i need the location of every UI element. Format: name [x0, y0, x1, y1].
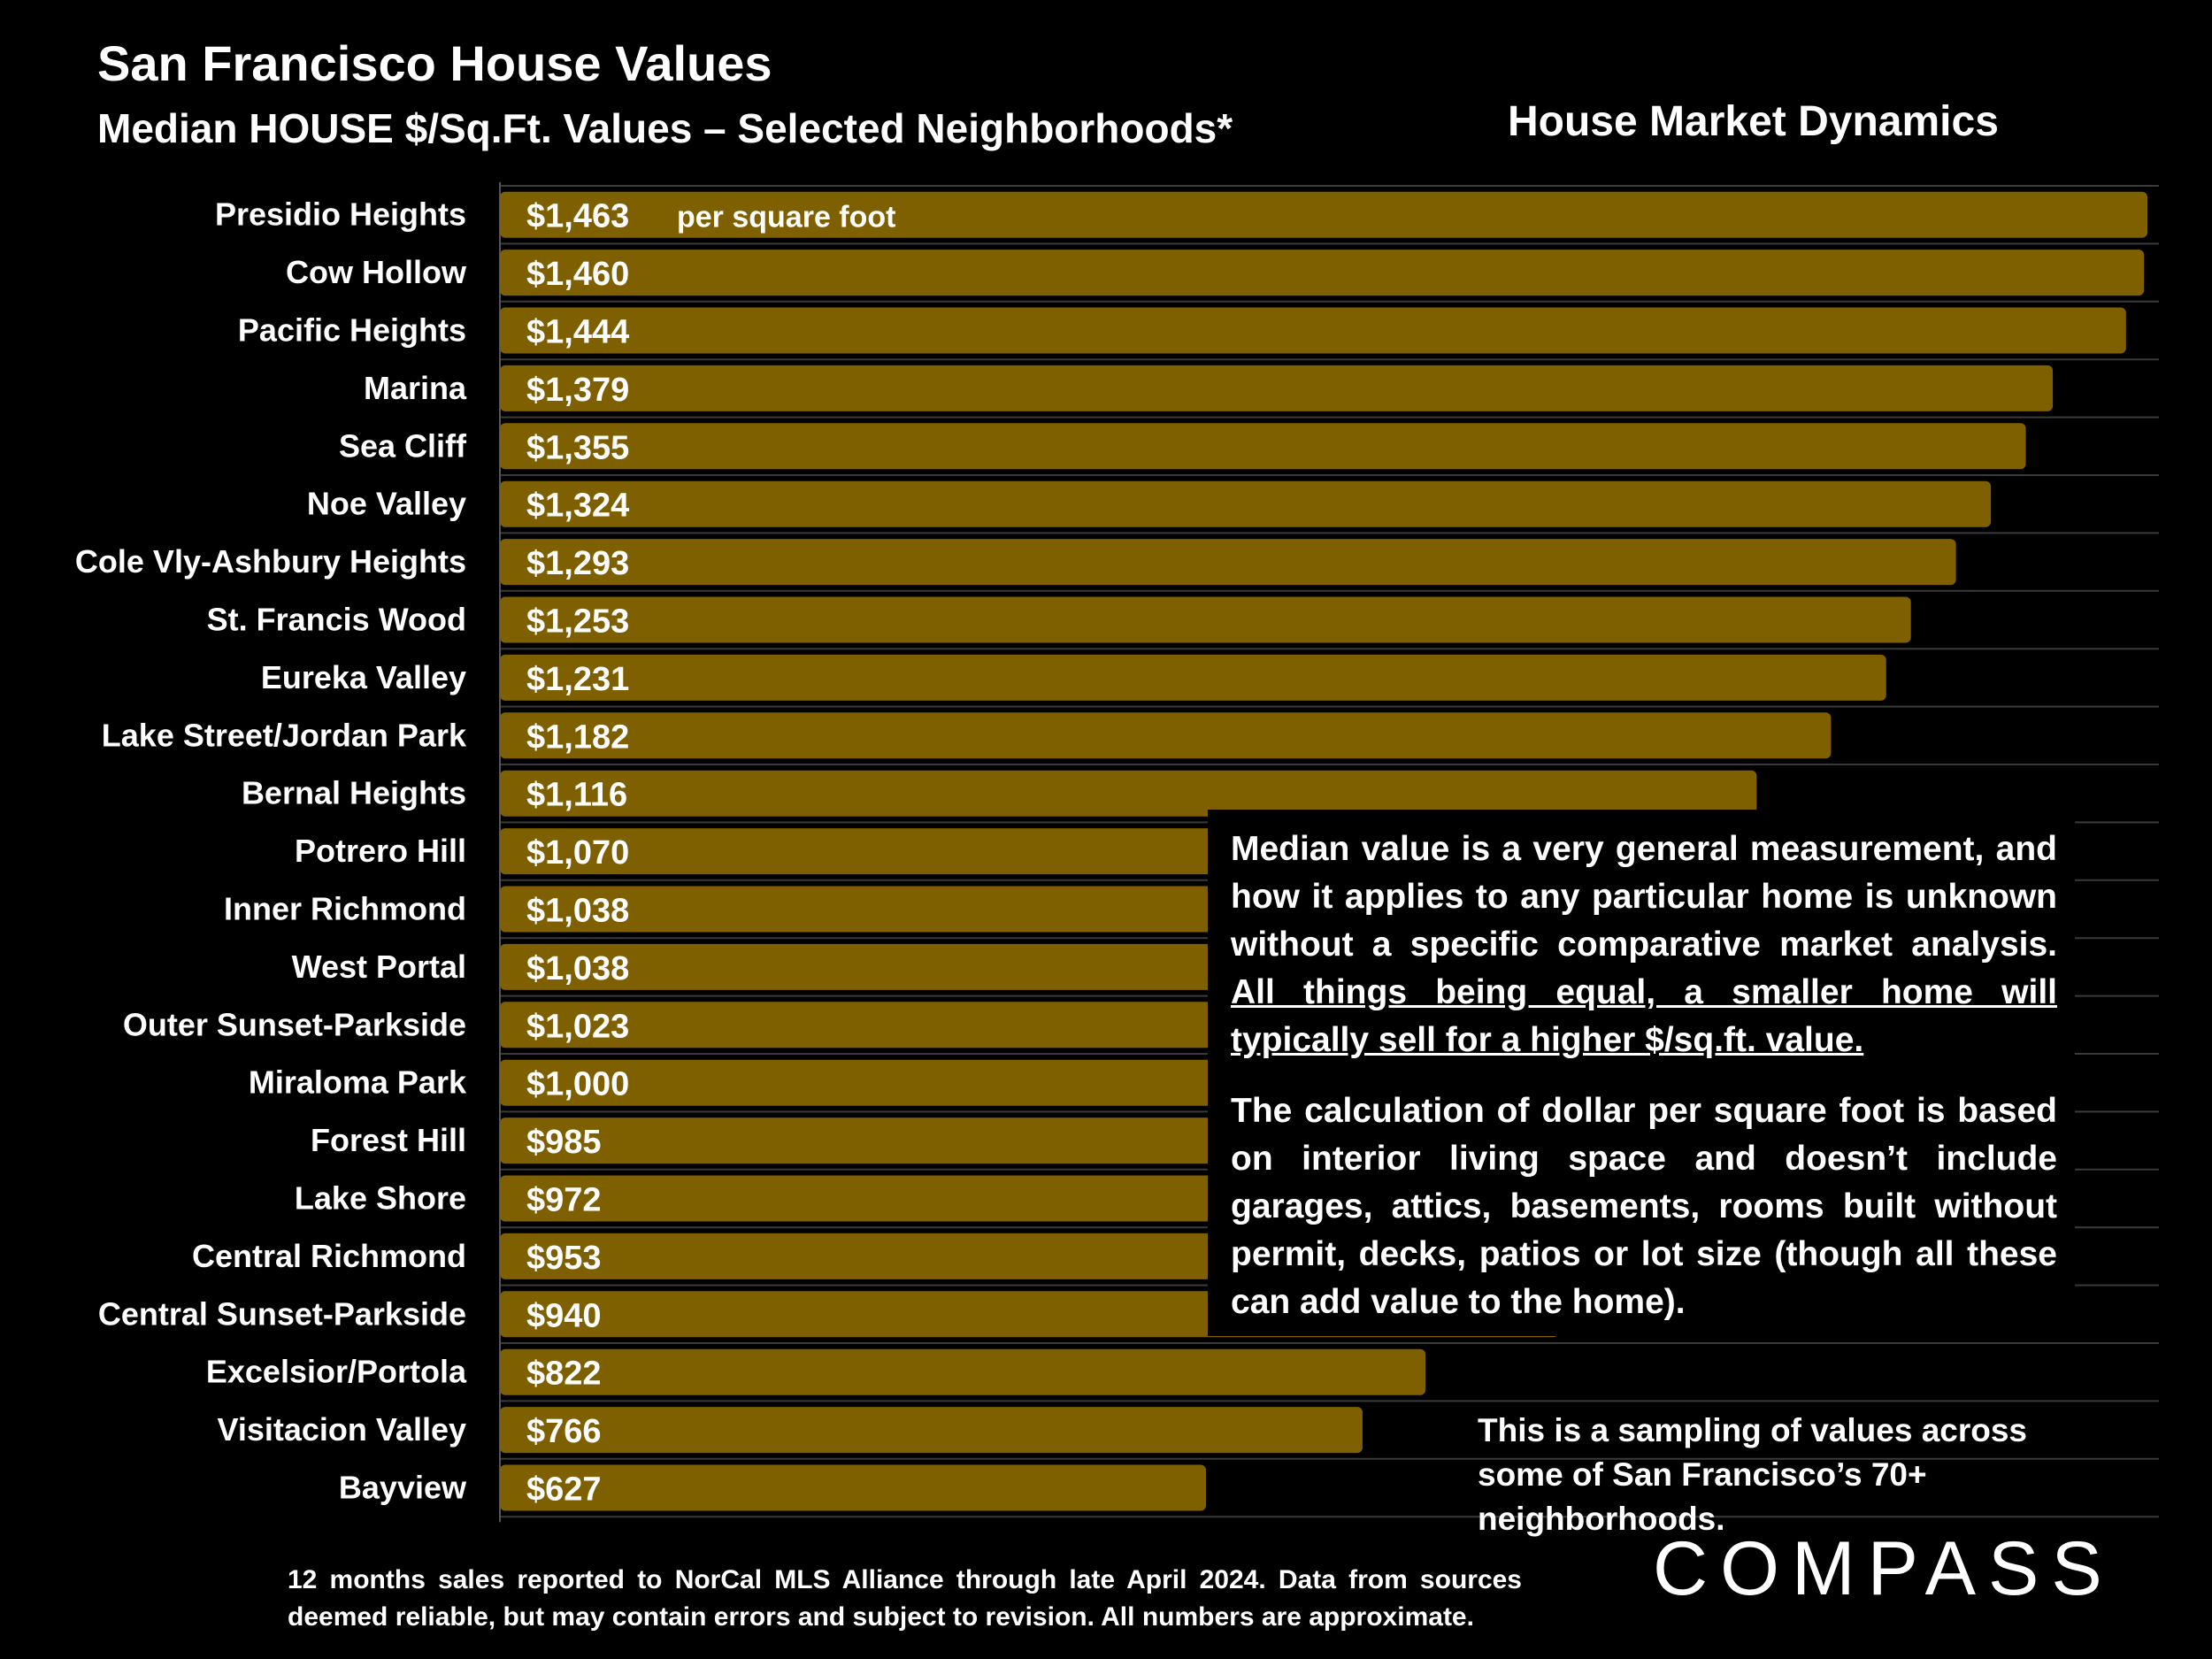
bar — [500, 654, 1886, 701]
data-label: $940 — [526, 1297, 602, 1334]
category-label: Inner Richmond — [224, 891, 466, 927]
bar — [500, 365, 2054, 411]
category-label: Pacific Heights — [238, 312, 466, 349]
category-label: Noe Valley — [307, 486, 466, 522]
data-label: $1,253 — [526, 603, 629, 641]
category-label: Lake Shore — [295, 1180, 466, 1217]
data-label: $1,023 — [526, 1008, 629, 1045]
bar — [500, 712, 1832, 759]
bar — [500, 423, 2026, 470]
bar — [500, 307, 2126, 354]
data-label: $1,116 — [526, 777, 627, 814]
median-note-box: Median value is a very general measureme… — [1208, 810, 2075, 1336]
data-label: $1,463 — [526, 198, 629, 235]
source-footnote: 12 months sales reported to NorCal MLS A… — [288, 1565, 1522, 1632]
bar — [500, 250, 2145, 296]
calculation-note: The calculation of dollar per square foo… — [1231, 1092, 2057, 1321]
category-label: Sea Cliff — [339, 427, 467, 464]
category-label: St. Francis Wood — [207, 602, 466, 638]
category-label: Bayview — [339, 1470, 467, 1506]
category-label: Potrero Hill — [295, 833, 466, 869]
category-label: Lake Street/Jordan Park — [102, 717, 467, 753]
category-label: West Portal — [292, 949, 466, 985]
category-label: Outer Sunset-Parkside — [123, 1006, 466, 1042]
data-label: $985 — [526, 1124, 602, 1161]
data-label: $822 — [526, 1356, 602, 1393]
data-label: $1,355 — [526, 429, 629, 466]
category-label: Visitacion Valley — [218, 1411, 467, 1448]
data-label: $1,231 — [526, 661, 629, 698]
unit-annotation: per square foot — [677, 201, 895, 234]
category-label: Presidio Heights — [215, 196, 466, 233]
data-label: $972 — [526, 1182, 602, 1219]
page-title: San Francisco House Values — [97, 35, 772, 91]
compass-logo: COMPASS — [1653, 1526, 2115, 1611]
data-label: $1,038 — [526, 893, 629, 930]
category-label: Excelsior/Portola — [206, 1354, 467, 1390]
category-label: Marina — [364, 370, 467, 406]
data-label: $1,379 — [526, 372, 629, 409]
bar — [500, 1464, 1206, 1511]
median-note-text: Median value is a very general measureme… — [1231, 830, 2057, 964]
bar — [500, 480, 1992, 527]
data-label: $1,324 — [526, 488, 629, 525]
bar — [500, 191, 2147, 238]
section-title: House Market Dynamics — [1508, 98, 1999, 145]
bar — [500, 539, 1956, 586]
data-label: $1,000 — [526, 1066, 629, 1103]
bar — [500, 596, 1911, 643]
data-label: $953 — [526, 1240, 602, 1277]
bar — [500, 770, 1757, 817]
median-note: Median value is a very general measureme… — [1231, 826, 2057, 1064]
category-label: Bernal Heights — [242, 775, 466, 811]
data-label: $627 — [526, 1471, 602, 1509]
category-label: Miraloma Park — [249, 1064, 467, 1101]
data-label: $766 — [526, 1413, 602, 1450]
category-label: Forest Hill — [311, 1122, 466, 1158]
data-label: $1,182 — [526, 718, 629, 756]
bar — [500, 1407, 1363, 1454]
chart-subtitle: Median HOUSE $/Sq.Ft. Values – Selected … — [97, 105, 1233, 151]
category-label: Cow Hollow — [286, 254, 467, 290]
category-label: Cole Vly-Ashbury Heights — [75, 543, 466, 580]
data-label: $1,293 — [526, 545, 629, 582]
data-label: $1,444 — [526, 314, 629, 351]
data-label: $1,070 — [526, 834, 629, 872]
data-label: $1,038 — [526, 950, 629, 987]
data-label: $1,460 — [526, 256, 629, 293]
sampling-note: This is a sampling of values across some… — [1478, 1412, 2028, 1537]
category-label: Central Sunset-Parkside — [98, 1295, 466, 1332]
bar — [500, 1348, 1426, 1395]
category-label: Central Richmond — [192, 1238, 466, 1274]
category-label: Eureka Valley — [261, 659, 466, 695]
median-note-underlined: All things being equal, a smaller home w… — [1231, 973, 2057, 1059]
